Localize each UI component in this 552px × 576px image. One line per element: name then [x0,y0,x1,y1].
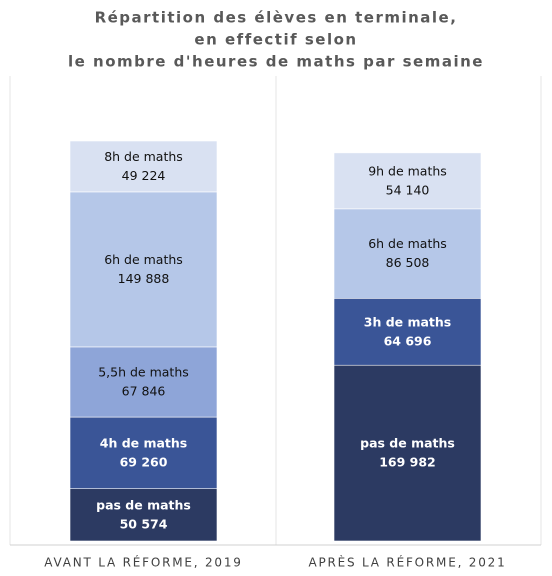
chart-title: le nombre d'heures de maths par semaine [68,53,484,71]
bar-segment [69,488,218,542]
data-label: 50 574 [120,516,168,531]
bar-segment [69,416,218,489]
data-label: 149 888 [118,271,170,286]
segment-name: pas de maths [96,497,191,512]
bar-segment [69,191,218,348]
x-tick-label: APRÈS LA RÉFORME, 2021 [308,555,506,570]
bar-segment [69,346,218,418]
chart-title: Répartition des élèves en terminale, [95,9,458,27]
segment-name: 4h de maths [100,435,188,450]
segment-name: 6h de maths [104,252,183,267]
segment-name: 9h de maths [368,163,447,178]
bar-segment [69,140,218,193]
bar-segment [333,208,482,299]
x-tick-label: AVANT LA RÉFORME, 2019 [44,555,243,570]
data-label: 86 508 [386,255,430,270]
segment-name: pas de maths [360,436,455,451]
bar-segment [333,152,482,210]
data-label: 64 696 [384,333,432,348]
segment-name: 8h de maths [104,149,183,164]
chart-title: en effectif selon [194,31,357,49]
data-label: 54 140 [386,182,430,197]
segment-name: 6h de maths [368,236,447,251]
bar-segment [333,364,482,542]
data-label: 169 982 [379,455,436,470]
data-label: 49 224 [122,168,166,183]
segment-name: 3h de maths [364,314,452,329]
data-label: 69 260 [120,454,168,469]
bar-segment [333,298,482,366]
segment-name: 5,5h de maths [98,364,189,379]
data-label: 67 846 [122,383,166,398]
